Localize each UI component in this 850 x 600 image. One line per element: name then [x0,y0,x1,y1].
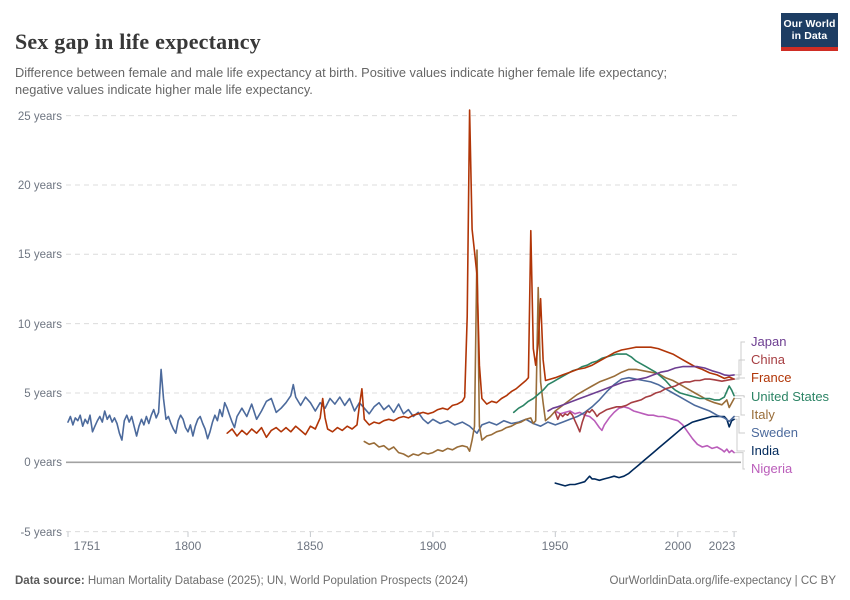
legend-connector [735,359,745,380]
x-axis-labels: 1751 1800 1850 1900 1950 2000 2023 [74,539,736,553]
legend-connector [735,341,745,376]
legend-item-united-states[interactable]: United States [751,389,830,404]
legend-connector [735,416,745,434]
legend-connector [735,452,745,470]
series-layer [67,109,745,487]
legend-item-japan[interactable]: Japan [751,334,787,349]
y-tick-label: 5 years [24,388,62,400]
y-tick-label: 0 years [24,457,62,469]
legend-connector [735,418,745,452]
legend-connector [735,377,745,380]
x-tick-label: 2023 [709,539,736,553]
x-tick-label: 1900 [420,539,447,553]
data-source-label: Data source: [15,575,85,587]
x-tick-label: 2000 [665,539,692,553]
legend-item-sweden[interactable]: Sweden [751,425,798,440]
y-gridlines [66,115,741,533]
series-line-india[interactable] [554,415,735,487]
series-line-nigeria[interactable] [554,405,735,454]
x-tick-label: 1850 [297,539,324,553]
y-tick-label: 15 years [18,249,62,261]
legend-connector [735,395,745,398]
x-tick-marks [67,531,735,537]
y-tick-label: 25 years [18,111,62,123]
series-line-united-states[interactable] [512,353,735,414]
legend-item-france[interactable]: France [751,370,792,385]
logo-text-line2: in Data [791,30,828,42]
y-axis-labels: 25 years 20 years 15 years 10 years 5 ye… [18,111,62,539]
y-tick-label: -5 years [20,527,62,539]
series-line-china[interactable] [554,378,735,433]
series-line-sweden[interactable] [67,368,735,441]
chart-subtitle: Difference between female and male life … [15,64,668,97]
license-link[interactable]: OurWorldinData.org/life-expectancy | CC … [609,575,836,587]
footer: Data source: Human Mortality Database (2… [15,575,836,587]
legend-item-italy[interactable]: Italy [751,407,775,422]
y-tick-label: 20 years [18,180,62,192]
data-source-text: Data source: Human Mortality Database (2… [15,575,468,587]
series-line-japan[interactable] [547,365,735,412]
series-line-italy[interactable] [363,249,735,458]
legend-item-china[interactable]: China [751,352,785,367]
data-source-value: Human Mortality Database (2025); UN, Wor… [84,575,468,587]
legend-connector [735,398,745,416]
legend-item-india[interactable]: India [751,443,780,458]
y-tick-label: 10 years [18,319,62,331]
x-tick-label: 1950 [542,539,569,553]
page-title: Sex gap in life expectancy [15,28,261,54]
x-tick-label: 1751 [74,539,101,553]
x-tick-label: 1800 [175,539,202,553]
series-line-france[interactable] [226,109,735,439]
legend-item-nigeria[interactable]: Nigeria [751,461,793,476]
owid-logo[interactable]: Our World in Data [781,13,838,51]
logo-text-line1: Our World [783,18,836,30]
